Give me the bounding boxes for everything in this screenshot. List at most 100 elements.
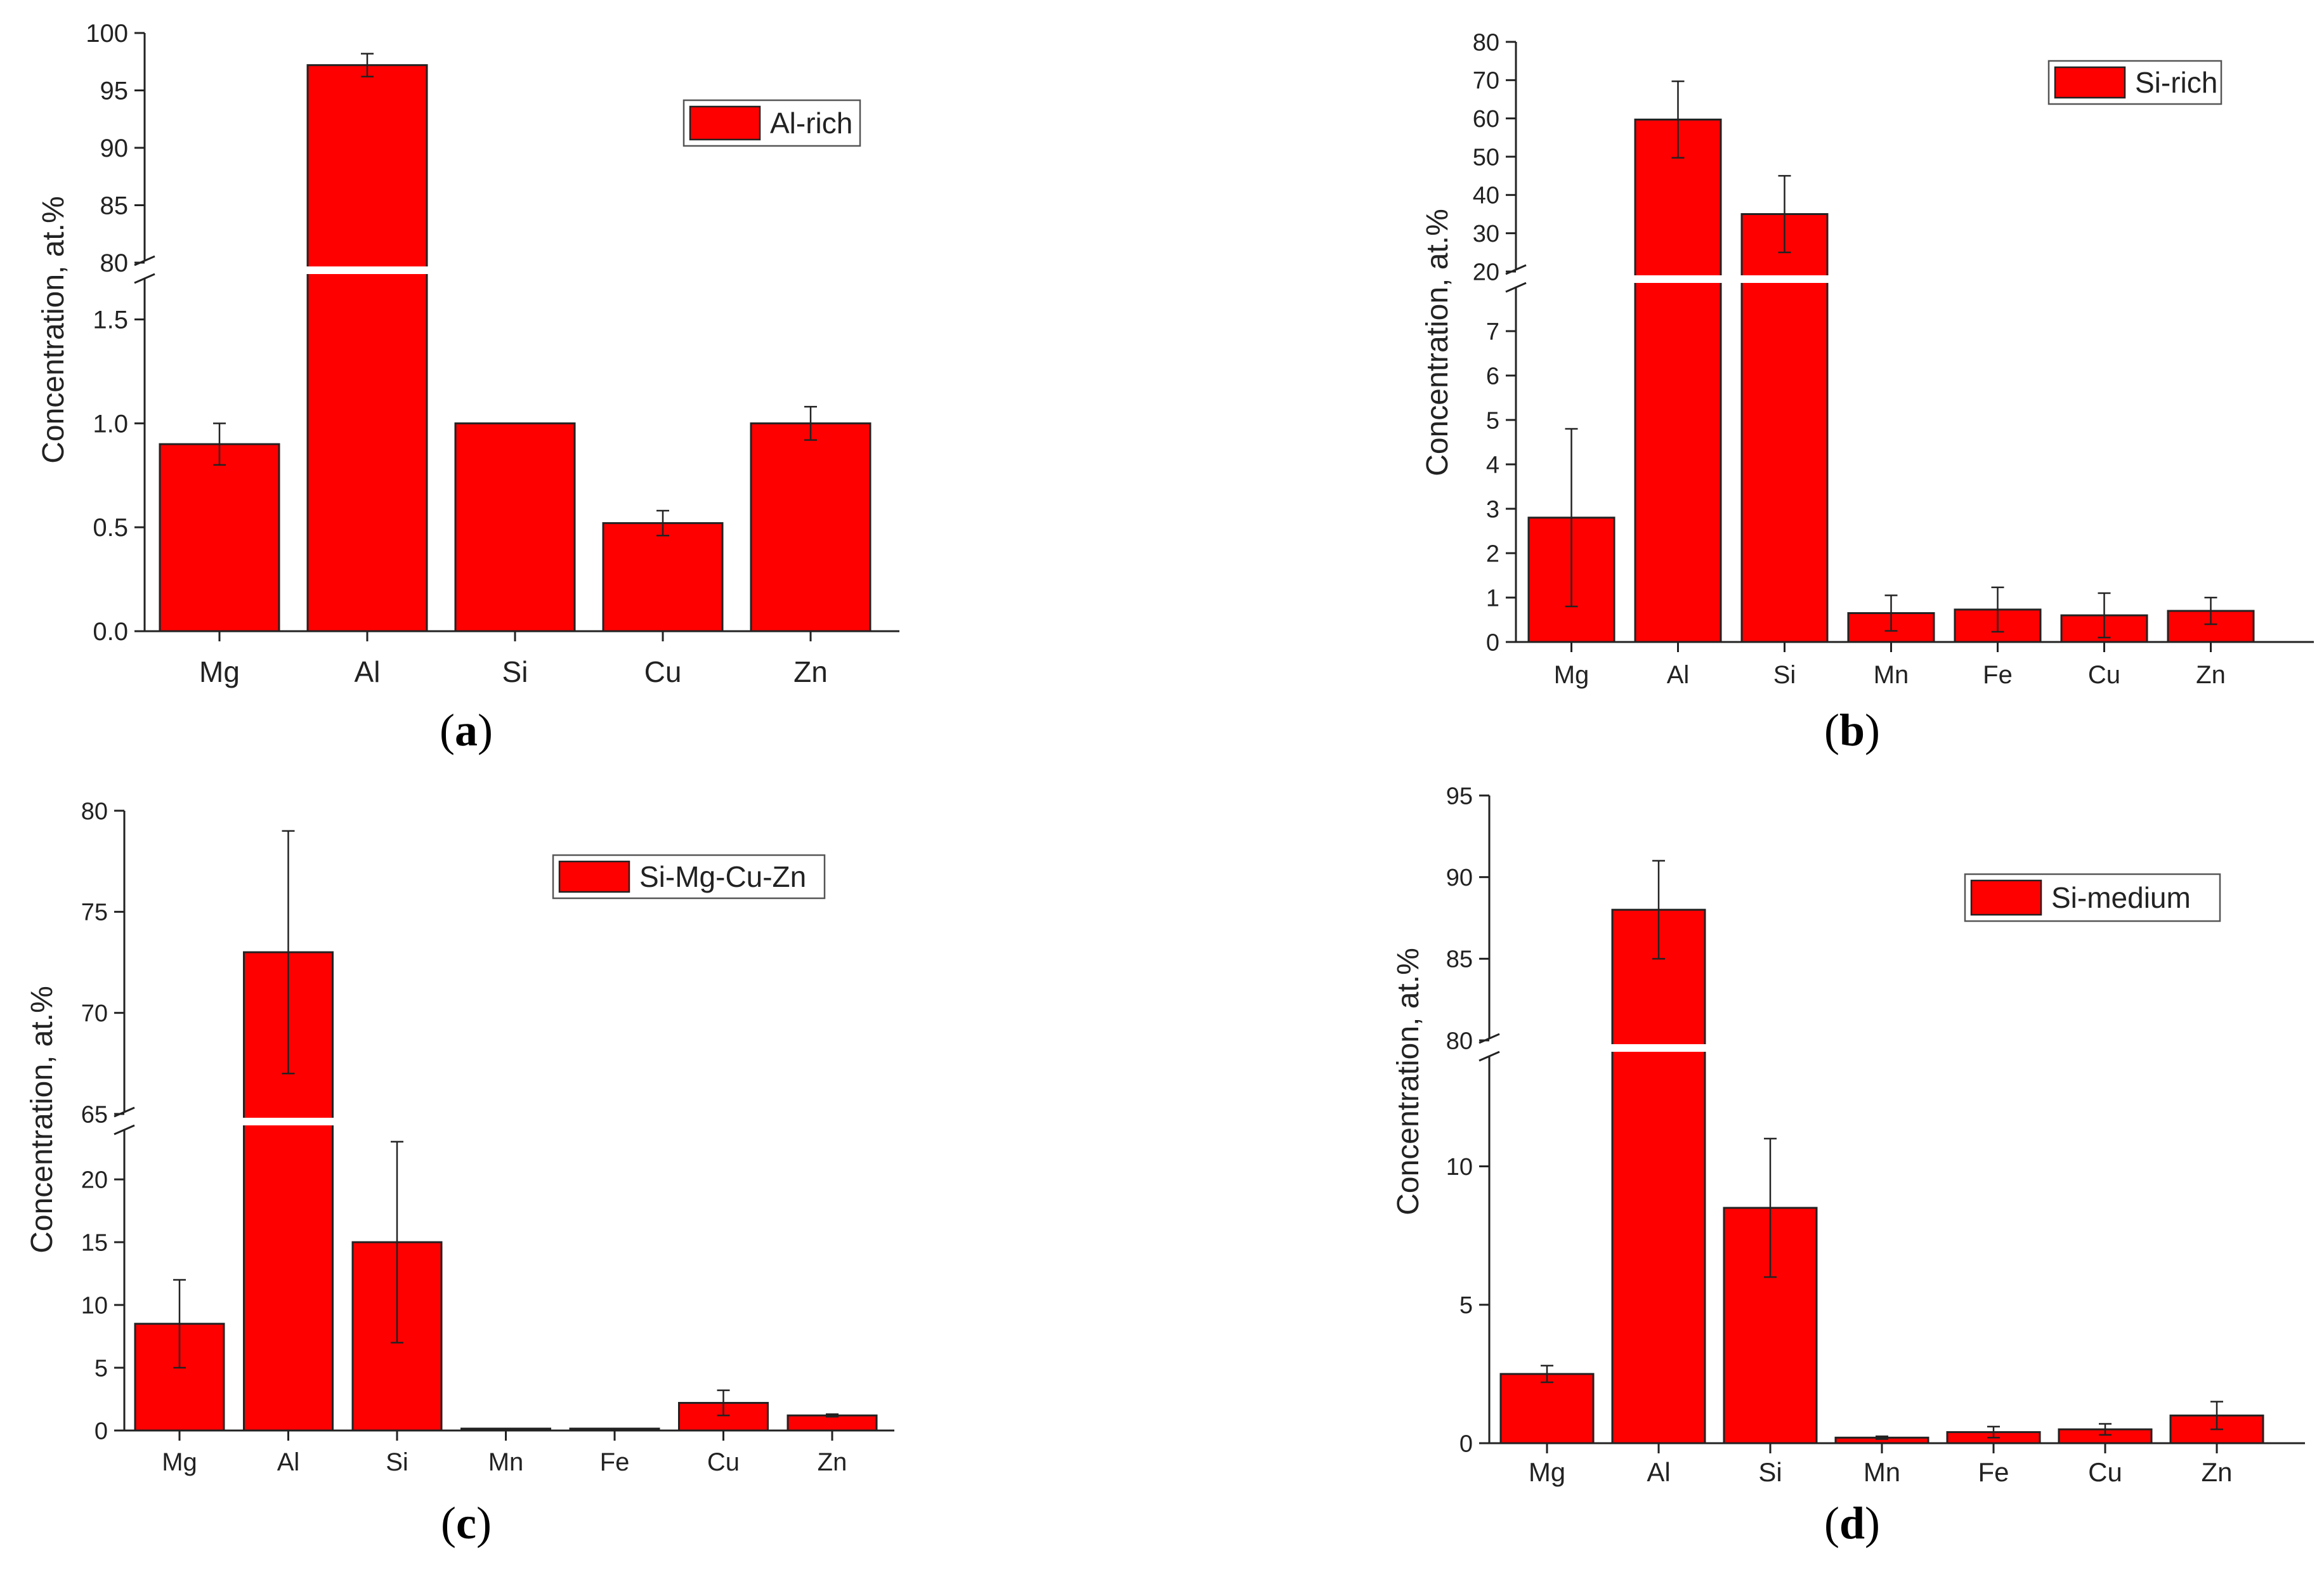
y-tick-label: 5 [1486,407,1499,434]
y-tick-label: 75 [81,900,108,926]
bar-break-gap [1740,275,1829,283]
y-tick-label: 90 [1446,865,1473,891]
x-tick-label: Mg [1554,661,1590,689]
bar-mg [1499,1373,1595,1444]
y-tick-label: 100 [86,20,128,48]
x-tick-label: Si [1773,661,1796,689]
x-tick-label: Mg [199,655,240,688]
y-tick-label: 0.0 [93,618,128,646]
bar-al [1634,118,1722,643]
y-tick-label: 30 [1473,221,1499,247]
axis-break-mark [134,255,155,266]
y-tick-label: 20 [1473,259,1499,285]
legend-label: Al-rich [770,107,852,140]
bar-si [1740,213,1829,643]
y-tick-label: 0 [1459,1431,1473,1457]
bar-al [306,64,428,632]
axis-break-mark [1479,1033,1500,1044]
axis-break-mark [134,273,155,284]
x-tick-label: Cu [2088,1457,2122,1487]
bar-al [1611,908,1706,1444]
y-tick-label: 0.5 [93,514,128,542]
x-tick-label: Zn [2196,661,2226,689]
y-tick-label: 65 [81,1101,108,1128]
chart-b: Mg Al Si Mn Fe Cu Zn 20 30 40 50 60 70 80 0 1 2 3 4 5 6 7 Conc… [1421,29,2314,756]
panel-label: (a) [440,705,493,756]
x-tick-label: Zn [793,655,828,688]
y-tick-label: 10 [1446,1154,1473,1181]
legend-swatch [2054,66,2126,99]
legend-swatch [558,860,630,893]
y-tick-label: 70 [81,1000,108,1027]
x-tick-label: Si [386,1448,408,1476]
y-axis-label: Concentration, at.% [1421,209,1454,476]
y-tick-label: 50 [1473,144,1499,171]
axis-break-mark [114,1106,135,1118]
chart-a: Mg Al Si Cu Zn 80 85 90 95 100 0.0 0.5 1.0 1.5 Concent… [37,20,899,756]
x-tick-label: Mg [162,1448,197,1476]
y-tick-label: 85 [100,192,129,220]
y-axis-label: Concentration, at.% [1392,948,1425,1215]
axis-break-mark [1479,1051,1500,1062]
x-tick-label: Mn [1874,661,1909,689]
y-tick-label: 80 [81,798,108,825]
axis-break-mark [114,1124,135,1136]
legend-label: Si-Mg-Cu-Zn [639,860,806,893]
y-tick-label: 2 [1486,540,1499,567]
y-tick-label: 80 [1473,29,1499,56]
y-tick-label: 90 [100,134,129,162]
chart-d: Mg Al Si Mn Fe Cu Zn 80 85 90 95 0 5 10 Concentration,… [1392,783,2305,1548]
y-tick-label: 85 [1446,946,1473,973]
y-tick-label: 1 [1486,585,1499,612]
legend-label: Si-medium [2051,881,2191,914]
panel-label: (d) [1824,1498,1880,1548]
x-tick-label: Al [355,655,381,688]
x-tick-label: Fe [1983,661,2013,689]
x-tick-label: Zn [2201,1457,2232,1487]
x-tick-label: Cu [707,1448,740,1476]
bar-mg [159,443,280,632]
bar-break-gap [242,1118,334,1125]
y-tick-label: 80 [100,249,129,277]
y-axis-label: Concentration, at.% [25,986,59,1254]
x-tick-label: Al [1647,1457,1670,1487]
x-tick-label: Mn [1864,1457,1900,1487]
axis-break-mark [1505,264,1527,275]
x-tick-label: Al [277,1448,300,1476]
x-tick-label: Si [1758,1457,1782,1487]
y-tick-label: 95 [100,77,129,105]
y-tick-label: 3 [1486,496,1499,523]
panel-label: (b) [1824,705,1880,756]
bar-break-gap [1611,1044,1706,1052]
y-tick-label: 1.5 [93,306,128,334]
y-tick-label: 80 [1446,1028,1473,1054]
y-tick-label: 10 [81,1292,108,1319]
bar-si [454,422,576,632]
axis-break-mark [1505,282,1527,293]
bar-zn [787,1414,878,1432]
x-tick-label: Cu [2088,661,2120,689]
x-tick-label: Fe [1978,1457,2009,1487]
y-axis-label: Concentration, at.% [37,196,70,464]
y-tick-label: 95 [1446,783,1473,809]
x-tick-label: Mg [1529,1457,1565,1487]
chart-c: Mg Al Si Mn Fe Cu Zn 65 70 75 80 0 5 10 15 20 Concentrat… [25,798,894,1548]
y-tick-label: 20 [81,1167,108,1193]
x-tick-label: Cu [644,655,682,688]
y-tick-label: 5 [95,1355,108,1382]
x-tick-label: Si [502,655,528,688]
x-tick-label: Zn [818,1448,847,1476]
panel-label: (c) [441,1498,492,1548]
y-tick-label: 15 [81,1229,108,1256]
y-tick-label: 1.0 [93,410,128,438]
y-tick-label: 7 [1486,318,1499,345]
x-tick-label: Al [1667,661,1690,689]
y-tick-label: 70 [1473,68,1499,95]
x-tick-label: Fe [600,1448,630,1476]
y-tick-label: 4 [1486,452,1499,478]
x-tick-label: Mn [488,1448,524,1476]
y-tick-label: 40 [1473,183,1499,209]
y-tick-label: 6 [1486,363,1499,390]
y-tick-label: 5 [1459,1292,1473,1319]
